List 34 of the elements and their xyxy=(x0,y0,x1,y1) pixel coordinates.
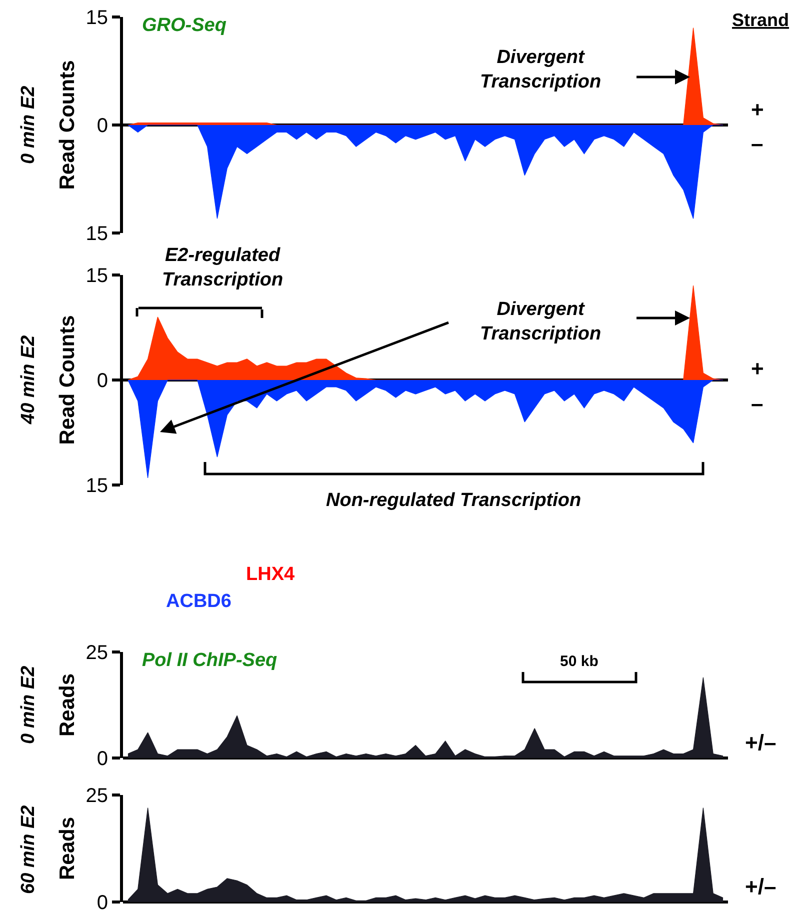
y-tick-label: 0 xyxy=(96,892,108,914)
chart-title: GRO-Seq xyxy=(142,15,227,36)
y-axis-title: Reads xyxy=(56,816,79,880)
text: 40 min E2 xyxy=(18,334,39,425)
chart-title: Pol II ChIP-Seq xyxy=(142,650,278,671)
text: 60 min E2 xyxy=(18,804,39,894)
text: +/– xyxy=(745,874,776,899)
y-tick-label: 15 xyxy=(86,265,108,287)
text: + xyxy=(751,97,764,122)
y-tick-label: 0 xyxy=(96,115,108,137)
y-tick-label: 15 xyxy=(86,475,108,497)
text: 0 min E2 xyxy=(18,665,39,744)
text: – xyxy=(751,131,764,156)
text: + xyxy=(751,356,764,381)
y-tick-label: 25 xyxy=(86,642,108,664)
y-tick-label: 25 xyxy=(86,785,108,807)
text: +/– xyxy=(745,730,776,755)
annotation: E2-regulated Transcription xyxy=(162,245,284,291)
text: Strand xyxy=(732,10,790,30)
annotation: Divergent Transcription xyxy=(480,299,602,345)
y-tick-label: 0 xyxy=(96,370,108,392)
text: 0 min E2 xyxy=(18,85,39,164)
text: LHX4 xyxy=(246,564,295,585)
y-tick-label: 15 xyxy=(86,7,108,29)
y-tick-label: 0 xyxy=(96,748,108,770)
text: Non-regulated Transcription xyxy=(326,490,582,511)
y-axis-title: Read Counts xyxy=(56,315,79,445)
y-axis-title: Reads xyxy=(56,673,79,737)
y-axis-title: Read Counts xyxy=(56,60,79,190)
annotation: 50 kb xyxy=(560,653,598,670)
y-tick-label: 15 xyxy=(86,223,108,245)
text: – xyxy=(751,391,764,416)
text: ACBD6 xyxy=(166,591,232,612)
annotation: Divergent Transcription xyxy=(480,47,602,93)
